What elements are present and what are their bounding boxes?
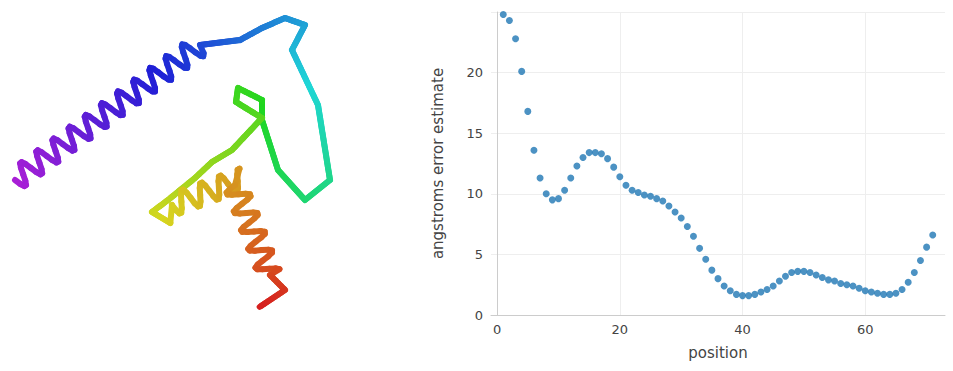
svg-text:5: 5 bbox=[475, 247, 483, 262]
svg-text:20: 20 bbox=[612, 322, 629, 337]
svg-text:15: 15 bbox=[466, 126, 483, 141]
svg-text:position: position bbox=[688, 344, 747, 362]
svg-text:10: 10 bbox=[466, 186, 483, 201]
svg-text:angstroms error estimate: angstroms error estimate bbox=[429, 68, 447, 259]
svg-text:20: 20 bbox=[466, 65, 483, 80]
svg-text:60: 60 bbox=[857, 322, 874, 337]
svg-text:40: 40 bbox=[734, 322, 751, 337]
svg-text:0: 0 bbox=[475, 308, 483, 323]
svg-text:0: 0 bbox=[493, 322, 501, 337]
